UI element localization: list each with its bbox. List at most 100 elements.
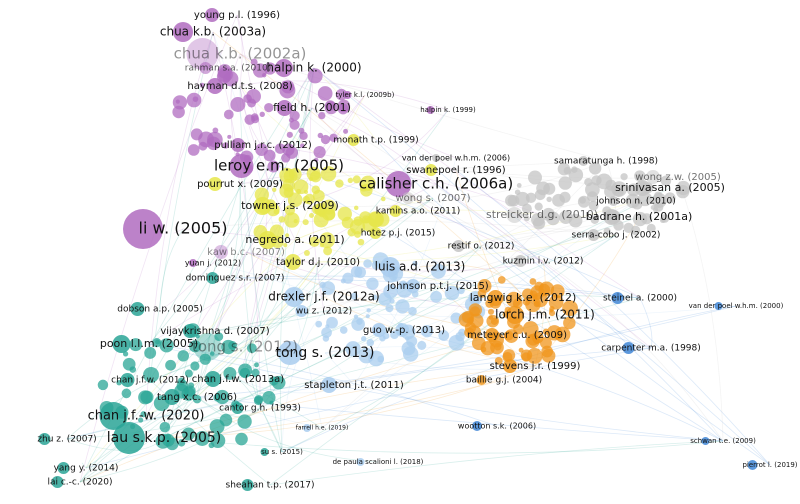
node-bubble	[143, 366, 159, 383]
edge	[237, 205, 291, 380]
node-bubble	[189, 340, 202, 353]
node-bubble	[116, 379, 122, 386]
node-label: kamins a.o. (2011)	[376, 207, 460, 217]
edge	[66, 297, 641, 440]
node-bubble	[208, 177, 222, 191]
node-bubble	[321, 377, 337, 393]
edge	[435, 183, 771, 466]
node-bubble	[276, 100, 293, 116]
node-bubble	[187, 144, 200, 156]
node-bubble	[487, 290, 504, 306]
node-label: streicker d.g. (2010)	[486, 208, 598, 221]
node-bubble	[309, 236, 320, 247]
edge	[237, 378, 283, 453]
node-label: meteyer c.u. (2009)	[467, 330, 567, 341]
node-bubble	[389, 205, 402, 217]
node-bubble	[548, 309, 556, 317]
edge	[196, 396, 724, 442]
edge	[244, 346, 283, 453]
node-bubble	[122, 357, 136, 371]
node-label: johnson p.t.j. (2015)	[386, 281, 489, 292]
node-label: srinivasan a. (2005)	[615, 181, 725, 194]
node-bubble	[676, 180, 691, 196]
edge	[163, 330, 216, 439]
node-bubble	[343, 91, 352, 99]
edge	[81, 462, 87, 469]
edge	[214, 295, 641, 332]
node-bubble	[121, 388, 132, 399]
node-bubble	[206, 272, 219, 284]
node-bubble	[231, 138, 245, 152]
node-bubble	[353, 314, 359, 319]
node-label: hayman d.t.s. (2008)	[187, 81, 292, 92]
edge	[237, 378, 323, 429]
node-bubble	[251, 368, 260, 377]
node-bubble	[620, 173, 628, 181]
node-bubble	[243, 94, 252, 103]
node-bubble	[217, 64, 232, 79]
edge	[236, 14, 243, 87]
node-bubble	[526, 348, 543, 364]
node-bubble	[51, 476, 64, 488]
node-bubble	[321, 281, 336, 295]
node-label: pierrot l. (2019)	[742, 461, 797, 469]
node-bubble	[431, 263, 446, 279]
node-bubble	[377, 355, 385, 363]
node-bubble	[321, 327, 332, 338]
edge	[455, 169, 771, 466]
node-bubble	[123, 209, 163, 249]
node-bubble	[214, 245, 228, 259]
node-bubble	[172, 95, 188, 110]
node-bubble	[603, 227, 611, 235]
edge	[311, 107, 544, 262]
node-bubble	[514, 255, 527, 267]
node-bubble	[214, 332, 224, 342]
node-label: chan j.f.-w. (2020)	[88, 409, 205, 424]
node-bubble	[144, 347, 157, 359]
node-bubble	[138, 390, 153, 405]
edge	[239, 183, 261, 409]
node-label: vijaykrishna d. (2007)	[160, 326, 269, 337]
node-bubble	[230, 96, 246, 113]
edge	[148, 183, 437, 345]
edge	[239, 80, 449, 111]
node-bubble	[314, 204, 326, 215]
node-bubble	[318, 111, 326, 120]
node-bubble	[97, 379, 109, 391]
node-bubble	[285, 233, 290, 238]
node-label: tyler k.l. (2009b)	[336, 91, 395, 99]
node-bubble	[205, 371, 221, 387]
node-label: van der poel w.h.m. (2000)	[689, 302, 784, 310]
node-label: pulliam j.r.c. (2012)	[214, 140, 312, 151]
node-bubble	[165, 433, 172, 440]
node-label: sheahan t.p. (2017)	[226, 481, 315, 491]
node-bubble	[401, 341, 416, 356]
node-bubble	[205, 8, 219, 22]
node-bubble	[485, 328, 499, 342]
edge	[397, 232, 439, 287]
node-bubble	[286, 131, 293, 138]
node-bubble	[209, 419, 225, 434]
edge	[281, 310, 325, 453]
node-bubble	[368, 350, 385, 367]
node-bubble	[361, 336, 367, 342]
node-bubble	[283, 243, 288, 248]
node-label: cantor g.h. (1993)	[219, 404, 301, 414]
node-bubble	[194, 431, 210, 447]
node-bubble	[397, 322, 404, 329]
node-bubble	[208, 442, 215, 449]
node-bubble	[371, 294, 378, 301]
node-bubble	[369, 227, 382, 239]
node-bubble	[165, 359, 176, 371]
edge	[301, 67, 315, 73]
node-bubble	[285, 146, 299, 159]
labels: young p.l. (1996) chua k.b. (2003a) chua k…	[37, 10, 797, 491]
node-label: kuzmin i.v. (2012)	[503, 257, 584, 267]
node-bubble	[588, 200, 599, 211]
node-bubble	[264, 102, 274, 113]
node-bubble	[352, 175, 361, 184]
node-bubble	[584, 178, 593, 187]
node-bubble	[548, 294, 564, 310]
edge	[66, 346, 246, 440]
edge	[196, 183, 241, 398]
